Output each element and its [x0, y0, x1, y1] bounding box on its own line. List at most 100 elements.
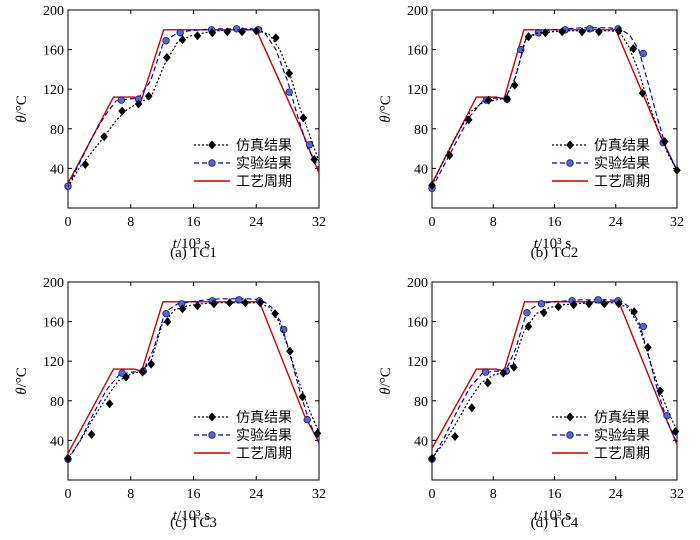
- data-point-diamond: [310, 154, 319, 164]
- chart-panel-1: 0 8 16 24 32 40 80 120 160 200 t/10³ s θ/°C (a) TC1 仿…: [14, 4, 326, 261]
- data-point-diamond: [468, 403, 476, 413]
- data-point-diamond: [134, 99, 143, 109]
- y-axis-label: θ/°C: [14, 367, 30, 395]
- legend-marker: [208, 412, 216, 422]
- data-point-circle: [303, 415, 311, 424]
- x-tick-label: 8: [490, 487, 497, 502]
- data-point-diamond: [163, 317, 172, 327]
- y-tick-label: 80: [50, 395, 64, 410]
- data-point-diamond: [671, 426, 680, 436]
- x-tick-label: 0: [429, 487, 436, 502]
- x-tick-label: 32: [312, 487, 326, 502]
- legend-label: 工艺周期: [236, 446, 292, 462]
- series-line-2: [67, 28, 320, 187]
- panel-caption: (a) TC1: [170, 245, 217, 261]
- panel-caption: (b) TC2: [531, 245, 579, 261]
- data-point-diamond: [615, 26, 623, 36]
- panel-caption: (d) TC4: [531, 515, 579, 531]
- data-point-circle: [481, 368, 490, 376]
- legend-label: 仿真结果: [594, 138, 650, 154]
- y-axis-label: θ/°C: [378, 367, 394, 395]
- legend-marker: [566, 431, 574, 439]
- y-tick-label: 120: [407, 83, 428, 98]
- data-point-circle: [639, 49, 648, 58]
- data-point-diamond: [539, 308, 548, 318]
- data-point-circle: [232, 25, 241, 33]
- data-point-diamond: [122, 372, 130, 382]
- data-point-diamond: [271, 309, 279, 319]
- y-tick-label: 160: [43, 316, 64, 331]
- data-point-diamond: [615, 299, 623, 309]
- data-point-diamond: [193, 301, 202, 311]
- data-point-diamond: [144, 91, 153, 101]
- data-point-diamond: [272, 33, 280, 43]
- x-axis-label: t/10³ s: [534, 236, 572, 252]
- data-point-diamond: [138, 367, 147, 377]
- y-tick-label: 40: [414, 162, 428, 177]
- data-point-diamond: [451, 431, 459, 441]
- x-axis-label: t/10³ s: [173, 236, 211, 252]
- legend-label: 实验结果: [594, 428, 650, 444]
- data-point-diamond: [638, 88, 647, 98]
- data-point-diamond: [252, 26, 261, 36]
- data-point-diamond: [193, 31, 202, 41]
- x-tick-label: 16: [187, 215, 201, 230]
- x-tick-label: 8: [490, 215, 497, 230]
- y-tick-label: 200: [43, 4, 64, 19]
- data-point-diamond: [118, 106, 126, 116]
- legend-marker: [566, 140, 574, 150]
- y-tick-label: 40: [414, 434, 428, 449]
- data-point-diamond: [510, 80, 519, 90]
- data-point-diamond: [600, 299, 609, 309]
- y-tick-label: 40: [50, 434, 64, 449]
- data-point-diamond: [256, 298, 264, 308]
- chart-panel-3: 0 8 16 24 32 40 80 120 160 200 t/10³ s θ/°C (c) TC3 仿…: [14, 276, 326, 531]
- data-point-diamond: [541, 28, 550, 38]
- y-tick-label: 120: [407, 355, 428, 370]
- panel-caption: (c) TC3: [170, 515, 217, 531]
- data-point-circle: [176, 29, 184, 37]
- y-tick-label: 160: [407, 316, 428, 331]
- legend-marker: [208, 431, 216, 439]
- data-point-diamond: [223, 27, 232, 37]
- series-line-3: [431, 29, 678, 184]
- data-point-diamond: [484, 378, 492, 388]
- legend-label: 工艺周期: [594, 174, 650, 190]
- series-line-2: [431, 299, 678, 460]
- legend-label: 工艺周期: [594, 446, 650, 462]
- data-point-diamond: [163, 53, 171, 63]
- data-point-diamond: [578, 27, 586, 37]
- series-line-2: [67, 298, 320, 461]
- x-tick-label: 24: [609, 487, 623, 502]
- x-tick-label: 0: [65, 487, 72, 502]
- data-point-diamond: [660, 137, 669, 147]
- data-point-diamond: [81, 159, 90, 169]
- data-point-diamond: [225, 298, 234, 308]
- data-point-diamond: [428, 180, 436, 190]
- x-tick-label: 0: [65, 215, 72, 230]
- data-point-diamond: [656, 386, 664, 396]
- data-point-circle: [305, 140, 314, 149]
- data-point-diamond: [285, 68, 293, 78]
- data-point-diamond: [629, 44, 638, 54]
- data-point-circle: [517, 45, 525, 54]
- y-tick-label: 200: [43, 276, 64, 291]
- legend-marker: [208, 159, 216, 167]
- data-point-diamond: [178, 304, 187, 314]
- series-line-3: [67, 29, 320, 184]
- data-point-diamond: [524, 322, 533, 332]
- x-tick-label: 16: [187, 487, 201, 502]
- data-point-circle: [117, 96, 126, 104]
- data-point-diamond: [673, 165, 681, 175]
- data-point-diamond: [484, 95, 493, 105]
- data-point-diamond: [585, 299, 593, 309]
- x-tick-label: 16: [548, 487, 562, 502]
- data-point-circle: [118, 369, 126, 377]
- data-point-circle: [162, 36, 170, 45]
- data-point-diamond: [241, 298, 250, 308]
- x-tick-label: 32: [670, 215, 684, 230]
- y-tick-label: 200: [407, 4, 428, 19]
- data-point-diamond: [558, 27, 566, 37]
